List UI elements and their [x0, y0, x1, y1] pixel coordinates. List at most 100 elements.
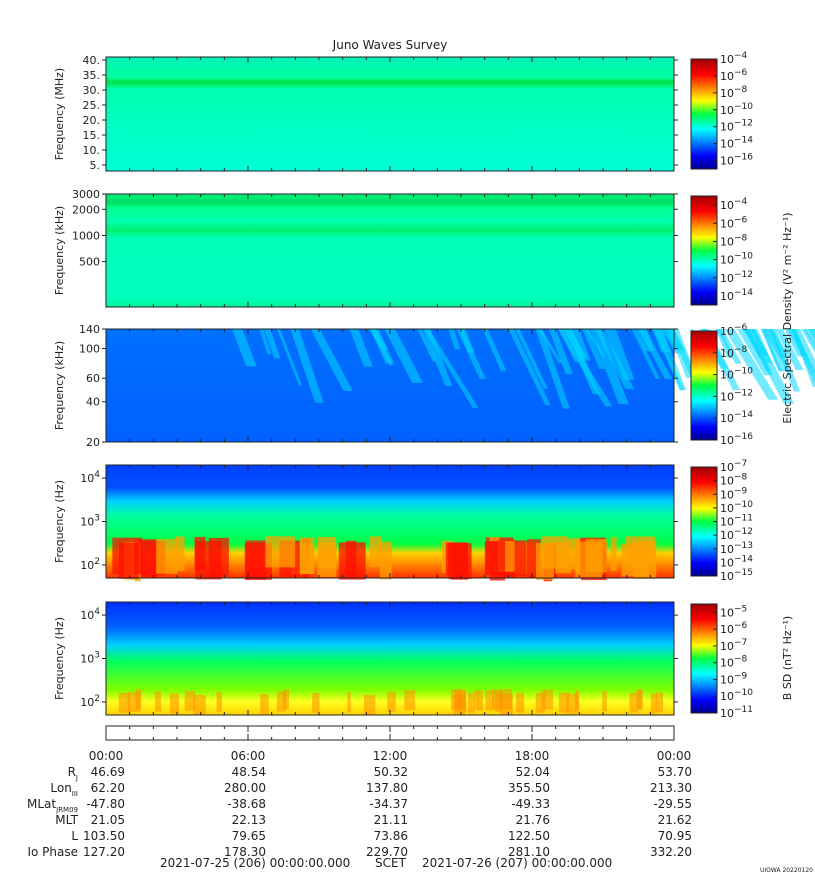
panel-hz-b-colorbar-label: 10−9: [720, 671, 748, 686]
ephemeris-value: 229.70: [366, 845, 408, 859]
footer-scet: SCET: [375, 856, 407, 870]
panel-hz-b-colorbar-label: 10−10: [720, 688, 753, 703]
panel-mhz-colorbar-label: 10−6: [720, 68, 748, 83]
panel-hz-e-colorbar-label: 10−11: [720, 514, 753, 529]
panel-khz-low-ytick-label: 100: [79, 343, 100, 356]
panel-mhz-colorbar: [690, 58, 718, 170]
panel-mhz-colorbar-label: 10−4: [720, 51, 748, 66]
panel-hz-e-colorbar-label: 10−9: [720, 486, 748, 501]
panel-mhz-ytick-label: 40.: [83, 54, 101, 67]
panel-mhz-ytick-label: 15.: [83, 129, 101, 142]
panel-khz-high-ytick-label: 1000: [72, 229, 100, 242]
ephemeris-value: 355.50: [508, 781, 550, 795]
ephemeris-value: 332.20: [650, 845, 692, 859]
ephemeris-value: 21.11: [374, 813, 408, 827]
ephemeris-label: MLT: [55, 813, 78, 827]
panel-khz-high-colorbar: [690, 195, 718, 306]
panel-mhz-colorbar-label: 10−12: [720, 119, 753, 134]
panel-khz-high-ytick-label: 500: [79, 256, 100, 269]
panel-hz-b-ylabel: Frequency (Hz): [53, 617, 66, 700]
ephemeris-value: 53.70: [658, 765, 692, 779]
panel-khz-high-colorbar-label: 10−12: [720, 270, 753, 285]
ephemeris-value: 70.95: [658, 829, 692, 843]
ephemeris-value: 48.54: [232, 765, 266, 779]
panel-hz-e-colorbar: [690, 466, 718, 577]
panel-khz-low-ytick-label: 60: [86, 372, 100, 385]
time-tick-label: 06:00: [231, 749, 266, 763]
ephemeris-label: Io Phase: [27, 845, 78, 859]
ephemeris-value: 280.00: [224, 781, 266, 795]
panel-hz-e-colorbar-label: 10−15: [720, 568, 753, 583]
panel-mhz-ytick-label: 5.: [90, 159, 101, 172]
panel-hz-e-ytick-label: 103: [80, 514, 100, 529]
panel-khz-high-ylabel: Frequency (kHz): [53, 206, 66, 295]
ephemeris-value: 52.04: [516, 765, 550, 779]
panel-khz-high-colorbar-label: 10−14: [720, 288, 753, 303]
panel-mhz-colorbar-label: 10−14: [720, 136, 753, 151]
panel-hz-e-colorbar-label: 10−8: [720, 473, 748, 488]
panel-hz-e-colorbar-label: 10−14: [720, 554, 753, 569]
panel-hz-e-colorbar-label: 10−10: [720, 500, 753, 515]
panel-hz-e-ytick-label: 102: [80, 557, 100, 572]
panel-khz-low-ytick-label: 20: [86, 436, 100, 449]
ephemeris-label: LonIII: [50, 781, 78, 798]
panel-khz-high-spectrogram: [106, 194, 674, 307]
time-axis: 00:00 06:00 12:00 18:00 00:00: [89, 725, 692, 763]
footer-start-time: 2021-07-25 (206) 00:00:00.000: [160, 856, 350, 870]
panel-mhz-ytick-label: 10.: [83, 144, 101, 157]
ephemeris-value: 103.50: [83, 829, 125, 843]
panel-khz-high-colorbar-label: 10−10: [720, 252, 753, 267]
ephemeris-value: 21.05: [91, 813, 125, 827]
magnetic-colorbar-title: B SD (nT² Hz⁻¹): [781, 616, 794, 700]
ephemeris-value: 21.76: [516, 813, 550, 827]
panel-hz-b-colorbar-label: 10−11: [720, 705, 753, 720]
panel-mhz-ytick-label: 30.: [83, 84, 101, 97]
panel-khz-high-colorbar-label: 10−4: [720, 197, 748, 212]
panel-hz-e-colorbar-label: 10−7: [720, 459, 747, 474]
ephemeris-label: RJ: [68, 765, 78, 782]
panel-hz-b-colorbar: [690, 603, 718, 714]
panel-khz-high-colorbar-label: 10−6: [720, 215, 748, 230]
panel-khz-low-colorbar-label: 10−6: [720, 323, 748, 338]
ephemeris-value: 21.62: [658, 813, 692, 827]
panel-khz-low-ytick-label: 40: [86, 396, 100, 409]
panel-mhz-spectrogram: [106, 57, 674, 171]
time-tick-label: 00:00: [657, 749, 692, 763]
panel-khz-high: 500 1000 2000 3000 Frequency (kHz) 10−4 10−6 10…: [53, 188, 753, 308]
ephemeris-value: 62.20: [91, 781, 125, 795]
panel-mhz-ytick-label: 20.: [83, 114, 101, 127]
footer-end-time: 2021-07-26 (207) 00:00:00.000: [422, 856, 612, 870]
ephemeris-value: 281.10: [508, 845, 550, 859]
panel-khz-low-ytick-label: 140: [79, 323, 100, 336]
panel-mhz-colorbar-label: 10−10: [720, 102, 753, 117]
panel-hz-b-ytick-label: 103: [80, 651, 100, 666]
panel-mhz: 5. 10. 15. 20. 25. 30. 35. 40. Frequency (MHz) 10…: [53, 51, 753, 172]
ephemeris-value: 73.86: [374, 829, 408, 843]
ephemeris-table: RJ 46.69 48.54 50.32 52.04 53.70 LonIII 62.20 28…: [27, 765, 692, 859]
panel-hz-e-colorbar-label: 10−13: [720, 541, 753, 556]
panel-mhz-ytick-label: 25.: [83, 99, 101, 112]
panel-hz-b-colorbar-label: 10−8: [720, 655, 748, 670]
panel-khz-low: 20 40 60 100 140 Frequency (kHz) 10−6 10−8 10−10…: [53, 323, 815, 449]
ephemeris-label: L: [71, 829, 78, 843]
ephemeris-value: 178.30: [224, 845, 266, 859]
panel-khz-low-spectrogram: [106, 329, 674, 442]
panel-khz-high-ytick-label: 2000: [72, 203, 100, 216]
time-tick-label: 00:00: [89, 749, 124, 763]
panel-hz-e-ylabel: Frequency (Hz): [53, 480, 66, 563]
panel-mhz-ytick-label: 35.: [83, 69, 101, 82]
panel-hz-b-ytick-label: 102: [80, 694, 100, 709]
panel-hz-e-ytick-label: 104: [80, 470, 100, 485]
panel-mhz-ylabel: Frequency (MHz): [53, 68, 66, 160]
electric-colorbar-title: Electric Spectral Density (V² m⁻² Hz⁻¹): [781, 212, 794, 423]
time-tick-label: 18:00: [515, 749, 550, 763]
panel-khz-high-colorbar-label: 10−8: [720, 233, 748, 248]
panel-khz-high-ytick-label: 3000: [72, 188, 100, 201]
ephemeris-value: 79.65: [232, 829, 266, 843]
panel-khz-low-colorbar-label: 10−12: [720, 388, 753, 403]
ephemeris-value: 137.80: [366, 781, 408, 795]
panel-hz-b-colorbar-label: 10−6: [720, 621, 748, 636]
ephemeris-label: MLatJRM09: [27, 797, 78, 814]
panel-hz-e-colorbar-label: 10−12: [720, 527, 753, 542]
